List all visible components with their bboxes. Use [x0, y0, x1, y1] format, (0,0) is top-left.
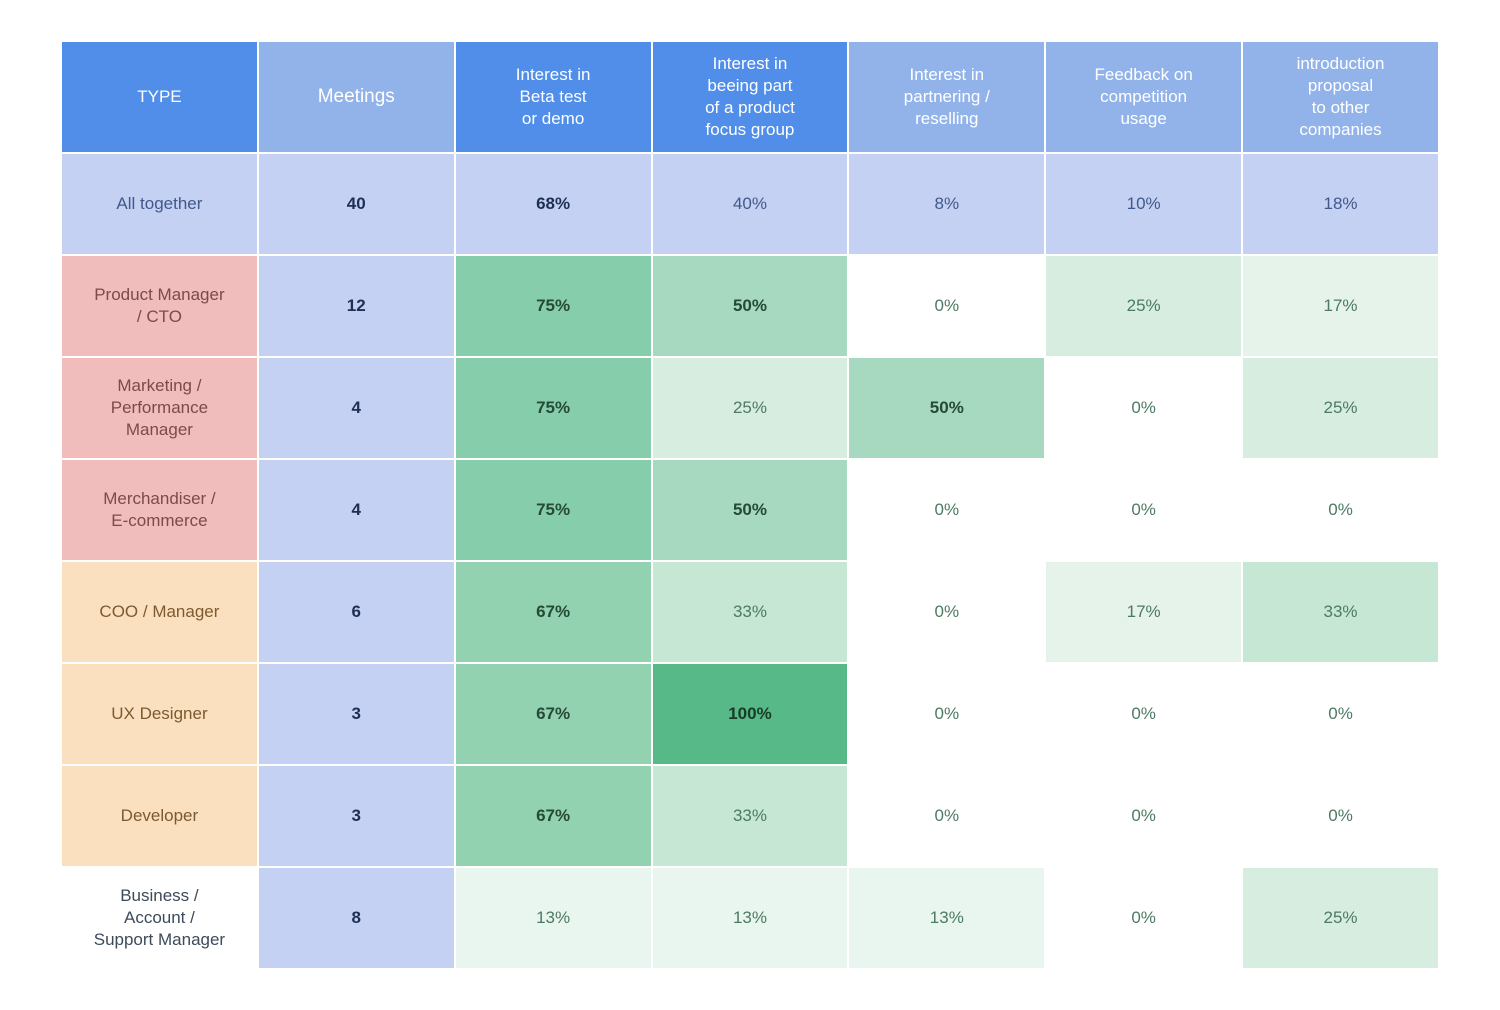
cell-meetings: 3	[259, 664, 454, 764]
cell-feedback: 0%	[1046, 664, 1241, 764]
cell-intro: 0%	[1243, 664, 1438, 764]
table-row: COO / Manager667%33%0%17%33%	[62, 562, 1438, 662]
cell-intro: 33%	[1243, 562, 1438, 662]
cell-focus: 13%	[653, 868, 848, 968]
cell-beta: 75%	[456, 358, 651, 458]
cell-focus: 50%	[653, 460, 848, 560]
cell-type: Merchandiser /E-commerce	[62, 460, 257, 560]
cell-beta: 67%	[456, 664, 651, 764]
cell-partner: 8%	[849, 154, 1044, 254]
cell-partner: 0%	[849, 766, 1044, 866]
cell-intro: 0%	[1243, 766, 1438, 866]
cell-type: Product Manager/ CTO	[62, 256, 257, 356]
cell-type: UX Designer	[62, 664, 257, 764]
cell-meetings: 40	[259, 154, 454, 254]
table-row: Developer367%33%0%0%0%	[62, 766, 1438, 866]
cell-partner: 13%	[849, 868, 1044, 968]
cell-intro: 18%	[1243, 154, 1438, 254]
cell-meetings: 6	[259, 562, 454, 662]
col-header-beta: Interest inBeta testor demo	[456, 42, 651, 152]
cell-beta: 13%	[456, 868, 651, 968]
cell-partner: 0%	[849, 256, 1044, 356]
cell-beta: 75%	[456, 460, 651, 560]
cell-focus: 40%	[653, 154, 848, 254]
cell-focus: 25%	[653, 358, 848, 458]
cell-intro: 0%	[1243, 460, 1438, 560]
cell-beta: 67%	[456, 766, 651, 866]
cell-partner: 0%	[849, 664, 1044, 764]
cell-focus: 33%	[653, 766, 848, 866]
cell-meetings: 12	[259, 256, 454, 356]
col-header-feedback: Feedback oncompetitionusage	[1046, 42, 1241, 152]
col-header-focus: Interest inbeeing partof a productfocus …	[653, 42, 848, 152]
cell-intro: 17%	[1243, 256, 1438, 356]
cell-type: Business /Account /Support Manager	[62, 868, 257, 968]
cell-beta: 68%	[456, 154, 651, 254]
col-header-meetings: Meetings	[259, 42, 454, 152]
col-header-intro: introductionproposalto othercompanies	[1243, 42, 1438, 152]
cell-meetings: 4	[259, 358, 454, 458]
cell-type: Developer	[62, 766, 257, 866]
cell-feedback: 0%	[1046, 868, 1241, 968]
cell-beta: 67%	[456, 562, 651, 662]
table-row: Merchandiser /E-commerce475%50%0%0%0%	[62, 460, 1438, 560]
heatmap-table: TYPEMeetingsInterest inBeta testor demoI…	[60, 40, 1440, 970]
cell-feedback: 25%	[1046, 256, 1241, 356]
cell-partner: 0%	[849, 562, 1044, 662]
cell-type: Marketing /PerformanceManager	[62, 358, 257, 458]
table-body: All together4068%40%8%10%18%Product Mana…	[62, 154, 1438, 968]
cell-partner: 50%	[849, 358, 1044, 458]
cell-intro: 25%	[1243, 868, 1438, 968]
col-header-type: TYPE	[62, 42, 257, 152]
cell-meetings: 3	[259, 766, 454, 866]
table-row: All together4068%40%8%10%18%	[62, 154, 1438, 254]
col-header-partner: Interest inpartnering /reselling	[849, 42, 1044, 152]
cell-partner: 0%	[849, 460, 1044, 560]
cell-feedback: 0%	[1046, 766, 1241, 866]
cell-feedback: 0%	[1046, 460, 1241, 560]
cell-type: All together	[62, 154, 257, 254]
cell-focus: 33%	[653, 562, 848, 662]
cell-beta: 75%	[456, 256, 651, 356]
table-row: UX Designer367%100%0%0%0%	[62, 664, 1438, 764]
cell-intro: 25%	[1243, 358, 1438, 458]
table-row: Marketing /PerformanceManager475%25%50%0…	[62, 358, 1438, 458]
cell-focus: 50%	[653, 256, 848, 356]
table-row: Product Manager/ CTO1275%50%0%25%17%	[62, 256, 1438, 356]
table-row: Business /Account /Support Manager813%13…	[62, 868, 1438, 968]
header-row: TYPEMeetingsInterest inBeta testor demoI…	[62, 42, 1438, 152]
cell-meetings: 4	[259, 460, 454, 560]
cell-type: COO / Manager	[62, 562, 257, 662]
cell-feedback: 0%	[1046, 358, 1241, 458]
cell-focus: 100%	[653, 664, 848, 764]
cell-feedback: 10%	[1046, 154, 1241, 254]
cell-feedback: 17%	[1046, 562, 1241, 662]
cell-meetings: 8	[259, 868, 454, 968]
